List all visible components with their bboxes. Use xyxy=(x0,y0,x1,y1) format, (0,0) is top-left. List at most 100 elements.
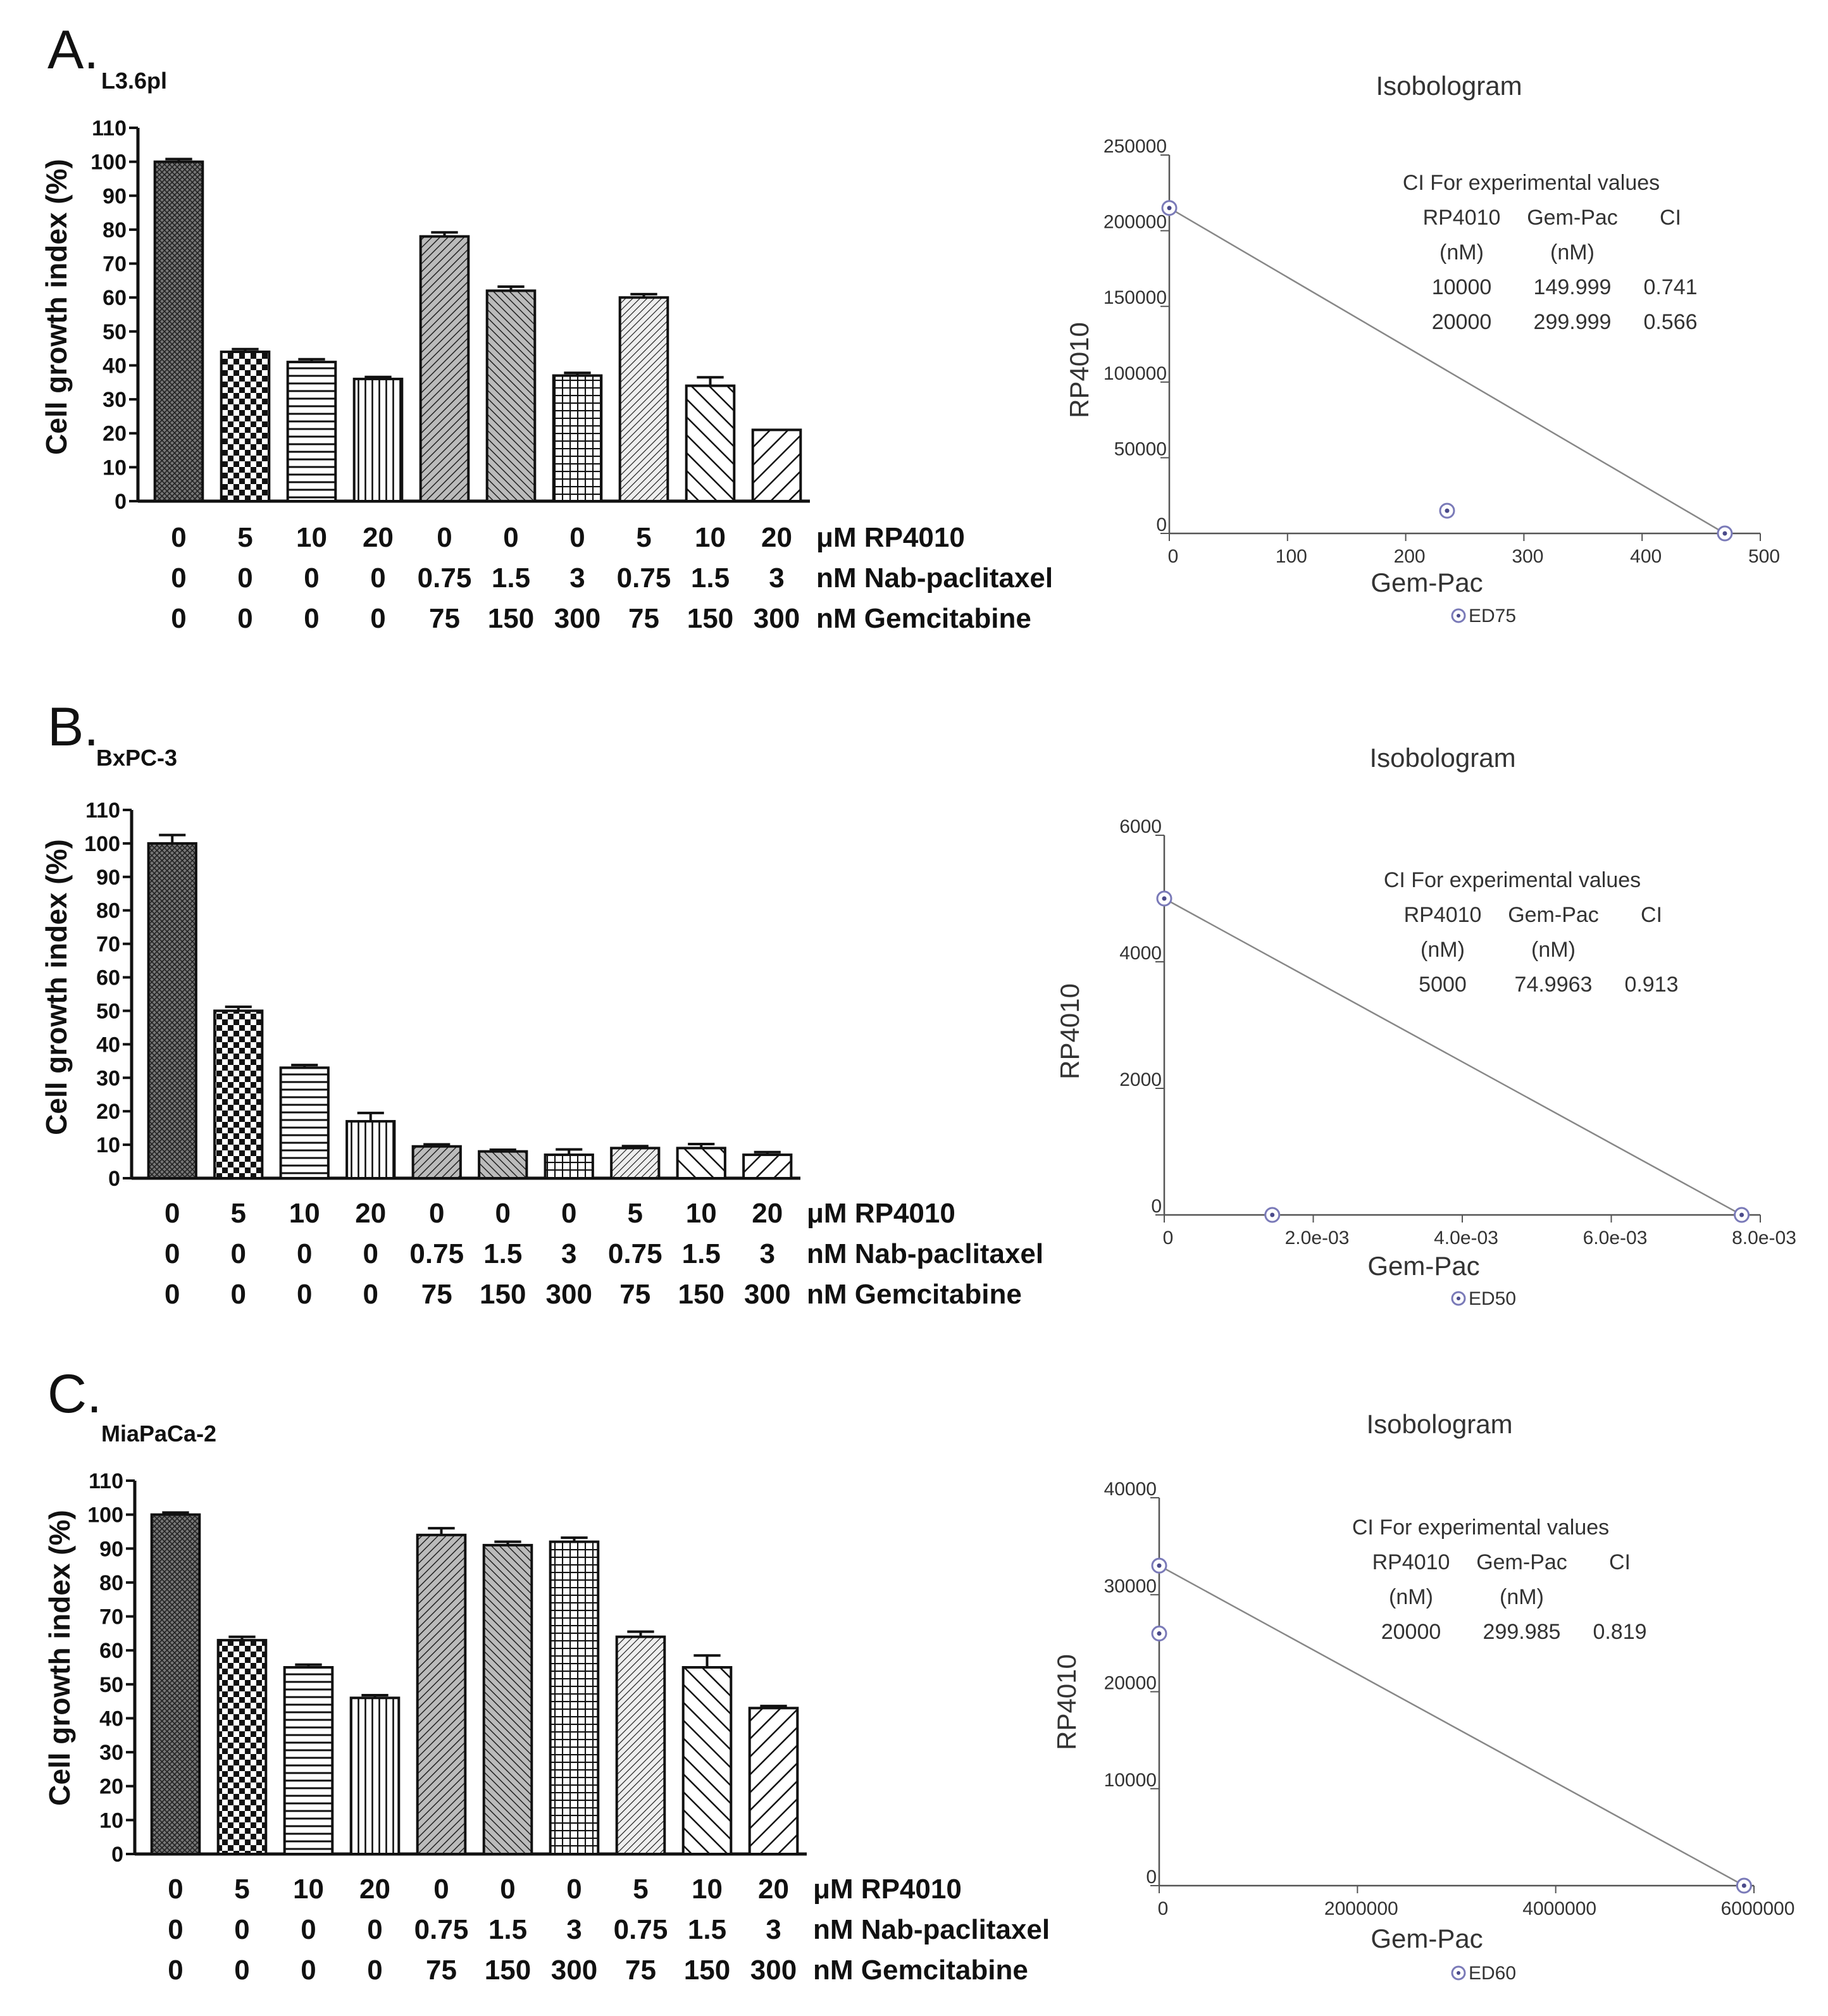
data-point-center xyxy=(1167,206,1172,211)
bar xyxy=(552,374,603,503)
cell-line-label: MiaPaCa-2 xyxy=(101,1421,216,1447)
y-tick-label: 80 xyxy=(103,218,127,242)
ci-table-header: RP4010 xyxy=(1423,206,1501,230)
y-tick-label: 30 xyxy=(103,388,127,412)
dose-value: 20 xyxy=(355,1198,386,1229)
dose-value: 0 xyxy=(171,522,186,553)
dose-value: 20 xyxy=(761,522,792,553)
panel-letter: A. xyxy=(47,20,99,80)
x-tick-label: 400 xyxy=(1630,546,1662,567)
ci-table-header: CI xyxy=(1641,903,1662,927)
dose-value: 0.75 xyxy=(608,1238,662,1269)
ci-table-cell: 5000 xyxy=(1419,973,1467,997)
dose-value: 0 xyxy=(569,522,585,553)
isobologram-b: Isobologram Gem-Pac RP4010 0 2000 4000 6000… xyxy=(1055,743,1796,1309)
y-tick-label: 200000 xyxy=(1104,212,1167,233)
bar xyxy=(279,1066,330,1180)
ci-table-unit: (nM) xyxy=(1421,938,1465,962)
dose-value: 300 xyxy=(744,1279,790,1310)
y-axis-label: Cell growth index (%) xyxy=(43,1510,76,1806)
x-tick-label: 2.0e-03 xyxy=(1285,1228,1350,1248)
bar xyxy=(676,1147,726,1180)
ci-table-cell: 299.985 xyxy=(1483,1620,1561,1644)
bar xyxy=(349,1696,401,1855)
dose-value: 0 xyxy=(301,1955,316,1986)
y-tick-label: 0 xyxy=(1156,514,1167,535)
dose-value: 0 xyxy=(429,1198,444,1229)
ci-table-cell: 0.819 xyxy=(1593,1620,1646,1644)
dose-row-label: μM RP4010 xyxy=(813,1874,962,1905)
dose-value: 3 xyxy=(561,1238,576,1269)
dose-value: 0.75 xyxy=(614,1914,668,1945)
y-tick-label: 20000 xyxy=(1104,1673,1157,1694)
x-tick-label: 0 xyxy=(1168,546,1179,567)
dose-value: 1.5 xyxy=(492,563,530,594)
bar-chart-b: B. BxPC-3 Cell growth index (%) 01020304… xyxy=(40,697,1043,1310)
ci-table-header: Gem-Pac xyxy=(1476,1550,1567,1574)
legend-label: ED75 xyxy=(1469,606,1516,626)
dose-value: 0 xyxy=(370,603,385,634)
y-tick-label: 90 xyxy=(96,866,120,890)
bar xyxy=(153,160,204,503)
isobole-line xyxy=(1159,1565,1744,1887)
dose-value: 0 xyxy=(495,1198,511,1229)
y-tick-label: 20 xyxy=(96,1100,120,1124)
dose-value: 10 xyxy=(686,1198,717,1229)
dose-value: 0 xyxy=(363,1238,378,1269)
y-tick-label: 4000 xyxy=(1119,943,1162,964)
y-tick-label: 70 xyxy=(96,933,120,957)
ci-table-cell: 299.999 xyxy=(1534,310,1612,334)
bar xyxy=(419,235,470,502)
y-axis-label: RP4010 xyxy=(1064,322,1094,418)
dose-value: 0.75 xyxy=(409,1238,464,1269)
x-tick-label: 0 xyxy=(1163,1228,1174,1248)
dose-value: 0 xyxy=(433,1874,449,1905)
y-axis-label: Cell growth index (%) xyxy=(40,159,73,455)
bar-chart-c: C. MiaPaCa-2 Cell growth index (%) 0 10 20… xyxy=(43,1364,1050,1986)
y-tick-label: 20 xyxy=(99,1775,123,1799)
y-tick-label: 60 xyxy=(103,286,127,310)
dose-value: 75 xyxy=(625,1955,656,1986)
x-tick-label: 6000000 xyxy=(1721,1898,1795,1919)
cell-line-label: L3.6pl xyxy=(101,68,167,94)
dose-value: 1.5 xyxy=(691,563,730,594)
y-tick-label: 0 xyxy=(1146,1867,1157,1888)
y-tick-label: 50000 xyxy=(1114,439,1167,459)
y-tick-label: 30 xyxy=(96,1066,120,1090)
ci-table-header: RP4010 xyxy=(1404,903,1482,927)
dose-value: 0 xyxy=(301,1914,316,1945)
dose-value: 75 xyxy=(426,1955,457,1986)
y-tick-label: 70 xyxy=(103,252,127,277)
dose-value: 3 xyxy=(769,563,784,594)
dose-value: 0 xyxy=(367,1955,382,1986)
y-tick-label: 30000 xyxy=(1104,1576,1157,1596)
dose-value: 10 xyxy=(289,1198,320,1229)
x-axis-label: Gem-Pac xyxy=(1371,1924,1483,1953)
bar xyxy=(549,1540,600,1855)
x-tick-label: 200 xyxy=(1394,546,1426,567)
ci-table-title: CI For experimental values xyxy=(1384,868,1641,892)
dose-value: 0 xyxy=(168,1914,183,1945)
bar xyxy=(618,296,669,502)
y-tick-label: 2000 xyxy=(1119,1069,1162,1090)
dose-value: 0 xyxy=(234,1914,249,1945)
x-tick-label: 8.0e-03 xyxy=(1732,1228,1796,1248)
x-tick-label: 6.0e-03 xyxy=(1583,1228,1648,1248)
dose-value: 75 xyxy=(628,603,659,634)
bar xyxy=(544,1153,594,1179)
data-point-center xyxy=(1741,1883,1746,1888)
bar xyxy=(411,1145,462,1179)
dose-value: 150 xyxy=(684,1955,730,1986)
dose-value: 10 xyxy=(293,1874,324,1905)
bar xyxy=(416,1533,467,1855)
dose-value: 5 xyxy=(237,522,252,553)
y-tick-label: 100 xyxy=(84,832,120,856)
isobologram-c: Isobologram Gem-Pac RP4010 0 10000 20000 30… xyxy=(1052,1409,1794,1984)
dose-value: 5 xyxy=(633,1874,648,1905)
dose-row-label: μM RP4010 xyxy=(816,522,965,553)
dose-value: 0 xyxy=(171,603,186,634)
isobole-line xyxy=(1164,897,1743,1216)
dose-value: 300 xyxy=(750,1955,797,1986)
dose-value: 3 xyxy=(766,1914,781,1945)
